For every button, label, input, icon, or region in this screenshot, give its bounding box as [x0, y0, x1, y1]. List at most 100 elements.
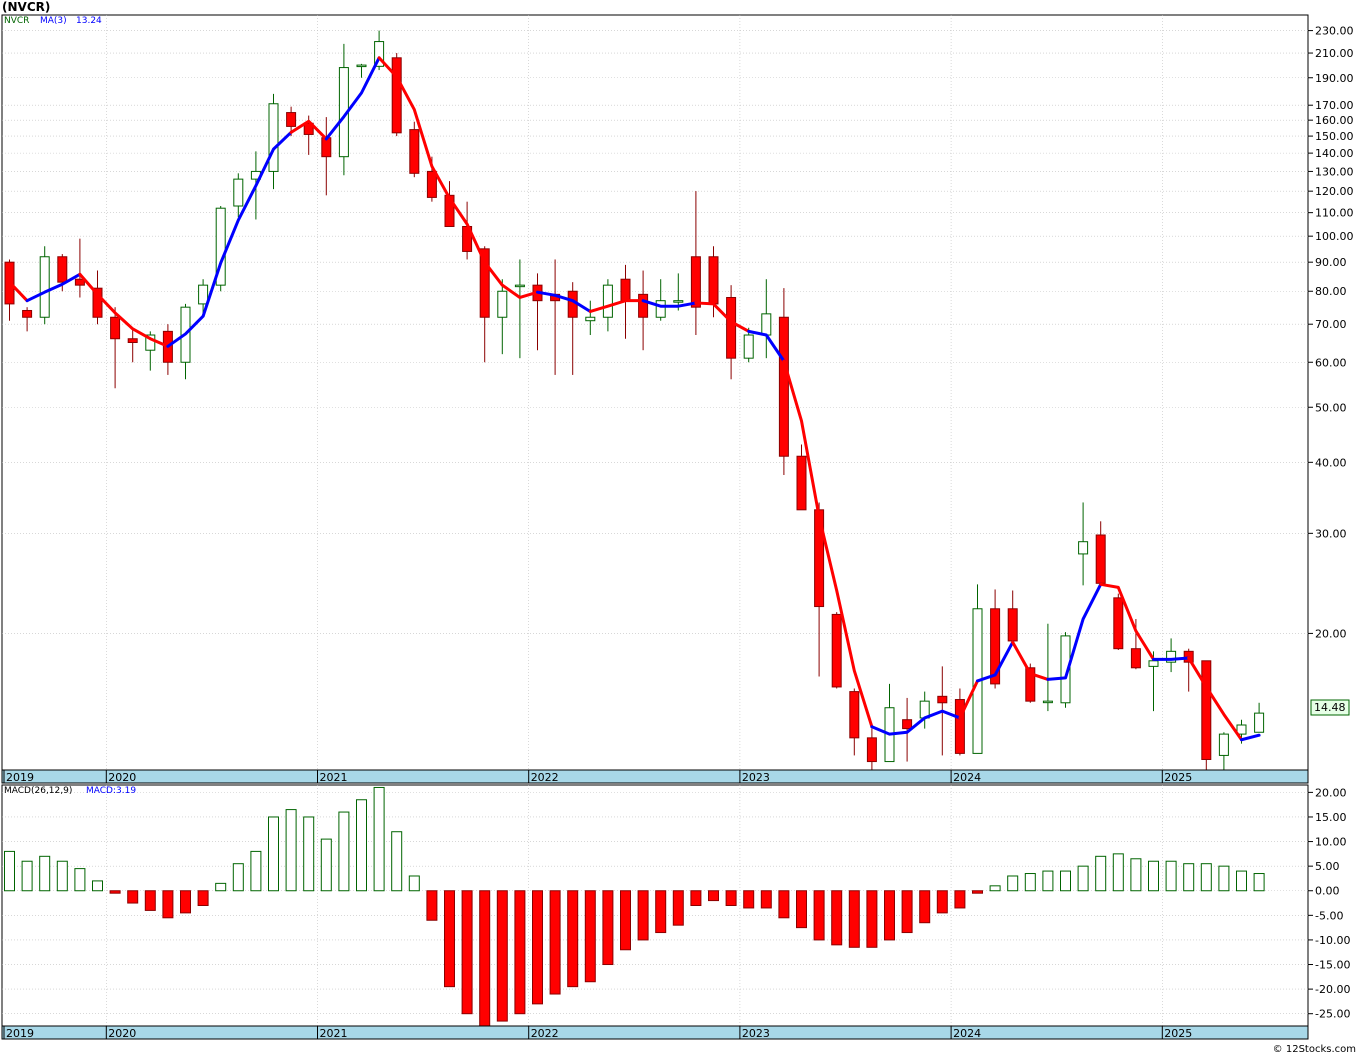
chart-title: (NVCR) [2, 0, 51, 14]
macd-year-gridlines [106, 785, 1163, 1026]
candle-body [954, 699, 965, 754]
macd-bar [514, 890, 526, 1015]
macd-bar [549, 890, 561, 995]
macd-bar [4, 850, 15, 892]
candle-body [1113, 597, 1124, 650]
macd-bar [866, 890, 878, 948]
macd-x-tick-label: 2019 [6, 1027, 34, 1040]
macd-bar [109, 890, 121, 894]
macd-bar [1218, 865, 1230, 892]
macd-x-tick-label: 2020 [108, 1027, 136, 1040]
candle-body [673, 300, 684, 303]
macd-bar [831, 890, 843, 946]
macd-bar [1200, 863, 1212, 892]
macd-bar [743, 890, 755, 909]
candle-body [374, 41, 385, 67]
candle-body [409, 129, 420, 174]
macd-bar [901, 890, 913, 934]
macd-bar [813, 890, 825, 941]
macd-y-axis: 20.00 15.00 10.00 5.00 0.00 -5.00 -10.00 -15.00… [1308, 786, 1350, 1021]
ma3-segment-up [747, 329, 786, 363]
candle-body [690, 256, 701, 308]
candle-body [1148, 660, 1159, 667]
macd-bar [1077, 865, 1089, 892]
macd-y-tick-label: -25.00 [1315, 1008, 1350, 1021]
macd-bar [1024, 873, 1036, 892]
candle-body [127, 338, 138, 343]
site-credit: © 12Stocks.com [1272, 1044, 1356, 1055]
macd-bar [1148, 860, 1159, 892]
ma3-line [8, 56, 1261, 742]
ma3-segment-down [588, 299, 645, 313]
candle-body [57, 256, 68, 283]
price-x-tick-label: 2019 [6, 771, 34, 784]
candle-body [198, 284, 209, 305]
price-legend-ma-value: 13.24 [76, 16, 102, 26]
macd-bar [725, 890, 737, 906]
ma3-segment-down [958, 679, 979, 720]
macd-panel [1, 784, 1309, 1027]
price-y-tick-label: 130.00 [1315, 165, 1354, 178]
price-y-tick-label: 100.00 [1315, 230, 1354, 243]
macd-bar [391, 831, 403, 892]
macd-bar [197, 890, 209, 906]
price-x-tick-label: 2023 [742, 771, 770, 784]
candle-body [585, 316, 596, 322]
candle-body [22, 309, 33, 318]
price-y-tick-label: 160.00 [1315, 114, 1354, 127]
macd-bar [972, 890, 983, 894]
macd-bar [778, 890, 790, 919]
candle-body [602, 284, 613, 318]
candle-body [92, 287, 103, 318]
candle-body [145, 334, 156, 351]
candle-body [1078, 541, 1089, 555]
price-y-tick-label: 70.00 [1315, 318, 1347, 331]
price-x-tick-label: 2022 [531, 771, 559, 784]
candle-body [937, 695, 948, 704]
macd-y-tick-label: 20.00 [1315, 786, 1347, 799]
macd-bar [708, 890, 719, 902]
macd-x-tick-label: 2023 [742, 1027, 770, 1040]
price-x-tick-label: 2020 [108, 771, 136, 784]
candle-body [849, 691, 860, 739]
macd-y-tick-label: -20.00 [1315, 983, 1350, 996]
last-price-tag: 14.48 [1314, 701, 1346, 714]
macd-bar [989, 885, 1001, 892]
price-y-tick-label: 20.00 [1315, 627, 1347, 640]
macd-bar [1165, 860, 1177, 892]
macd-y-tick-label: 15.00 [1315, 811, 1347, 824]
price-y-tick-label: 230.00 [1315, 25, 1354, 38]
macd-bar [356, 799, 367, 892]
price-y-tick-label: 140.00 [1315, 147, 1354, 160]
ma3-segment-down [694, 301, 751, 333]
macd-histogram [4, 786, 1265, 1032]
candle-body [233, 178, 244, 207]
candle-body [426, 170, 437, 198]
price-y-tick-label: 80.00 [1315, 285, 1347, 298]
candle-body [743, 334, 754, 359]
price-y-tick-label: 90.00 [1315, 256, 1347, 269]
candle-body [39, 256, 50, 318]
candle-body [1130, 648, 1141, 669]
macd-y-tick-label: -5.00 [1315, 909, 1343, 922]
macd-bar [672, 890, 684, 926]
ma3-segment-up [870, 709, 962, 736]
macd-bar [796, 890, 807, 929]
macd-bar [180, 890, 191, 914]
macd-bar [637, 890, 649, 941]
price-legend-ma-label: MA(3) [40, 16, 67, 26]
macd-x-tick-label: 2021 [320, 1027, 348, 1040]
macd-bar [268, 816, 279, 892]
candle-body [497, 290, 508, 318]
candle-body [761, 313, 772, 336]
candle-body [1025, 667, 1036, 702]
candle-body [990, 608, 1001, 685]
macd-bar [74, 868, 86, 892]
price-x-axis: 2019 2020 2021 2022 2023 2024 2025 [3, 770, 1192, 784]
macd-bar [1060, 870, 1071, 892]
macd-bar [567, 890, 579, 988]
ma3-segment-up [976, 640, 1015, 683]
price-y-tick-label: 110.00 [1315, 207, 1354, 220]
macd-bar [760, 890, 772, 909]
